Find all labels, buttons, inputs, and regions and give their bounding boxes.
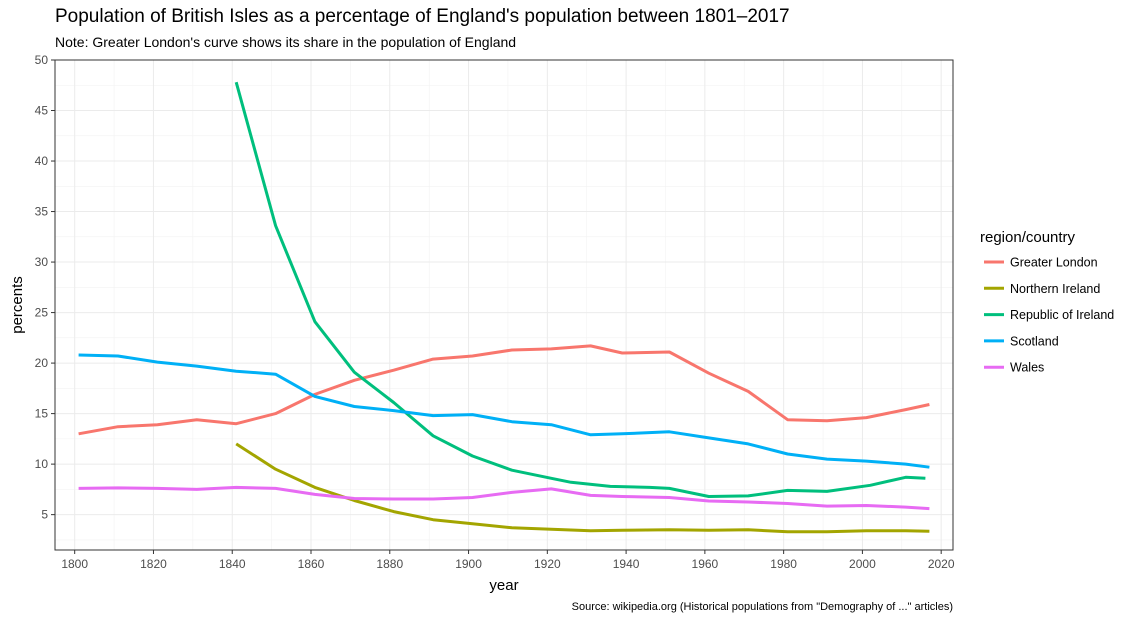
series-line-republic-of-ireland [234, 81, 926, 498]
y-tick-label: 25 [35, 306, 49, 320]
chart-caption: Source: wikipedia.org (Historical popula… [572, 601, 953, 613]
y-axis-title: percents [9, 276, 26, 334]
x-tick-label: 2020 [928, 557, 955, 571]
y-tick-label: 35 [35, 205, 49, 219]
x-tick-label: 1880 [376, 557, 403, 571]
legend: region/country Greater London Northern Ir… [980, 229, 1114, 375]
legend-item-greater-london: Greater London [984, 256, 1098, 270]
y-tick-label: 10 [35, 457, 49, 471]
x-tick-label: 1940 [613, 557, 640, 571]
y-tick-label: 15 [35, 407, 49, 421]
chart-title: Population of British Isles as a percent… [55, 6, 790, 27]
series-line-wales [78, 485, 930, 511]
y-tick-label: 50 [35, 53, 49, 67]
x-axis-title: year [489, 577, 518, 594]
legend-label-republic-of-ireland: Republic of Ireland [1010, 308, 1114, 322]
y-tick-label: 40 [35, 154, 49, 168]
x-tick-label: 1980 [770, 557, 797, 571]
legend-item-wales: Wales [984, 361, 1044, 375]
x-tick-label: 1900 [455, 557, 482, 571]
y-tick-label: 5 [41, 508, 48, 522]
x-tick-label: 2000 [849, 557, 876, 571]
x-tick-label: 1800 [61, 557, 88, 571]
legend-label-scotland: Scotland [1010, 334, 1059, 348]
legend-label-greater-london: Greater London [1010, 256, 1098, 270]
series-line-northern-ireland [235, 442, 930, 534]
legend-label-northern-ireland: Northern Ireland [1010, 282, 1100, 296]
plot-panel [55, 60, 953, 550]
major-gridlines [55, 59, 953, 550]
series-lines [78, 81, 930, 534]
series-line-greater-london [78, 344, 930, 436]
chart-subtitle: Note: Greater London's curve shows its s… [55, 34, 516, 50]
plot-border [54, 59, 954, 551]
x-tick-label: 1860 [298, 557, 325, 571]
legend-item-northern-ireland: Northern Ireland [984, 282, 1100, 296]
y-tick-label: 20 [35, 356, 49, 370]
legend-item-republic-of-ireland: Republic of Ireland [984, 308, 1114, 322]
y-tick-label: 30 [35, 255, 49, 269]
x-tick-label: 1960 [692, 557, 719, 571]
y-axis: 5 10 15 20 25 30 35 40 45 50 [35, 53, 55, 522]
x-axis: 1800 1820 1840 1860 1880 1900 1920 1940 1960 1980… [61, 550, 955, 571]
x-tick-label: 1920 [534, 557, 561, 571]
series-line-scotland [78, 353, 930, 469]
x-tick-label: 1840 [219, 557, 246, 571]
legend-title: region/country [980, 229, 1076, 246]
x-tick-label: 1820 [140, 557, 167, 571]
legend-item-scotland: Scotland [984, 334, 1059, 348]
legend-label-wales: Wales [1010, 361, 1044, 375]
y-tick-label: 45 [35, 104, 49, 118]
